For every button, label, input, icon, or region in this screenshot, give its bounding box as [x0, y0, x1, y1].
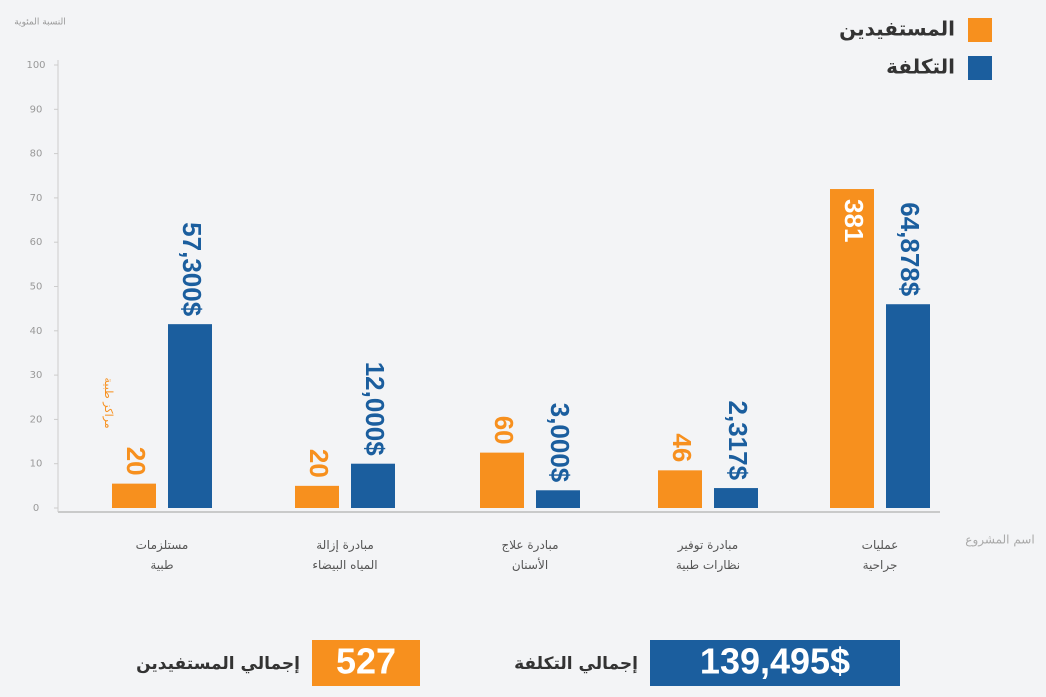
total-box [650, 640, 900, 686]
x-tick-label: مستلزمات طبية [136, 538, 189, 572]
bar [830, 189, 874, 509]
bar [886, 304, 930, 508]
y-tick-label: 10 [30, 459, 43, 470]
legend-label: المستفيدين [839, 17, 955, 41]
y-tick-label: 50 [30, 282, 43, 293]
total-label: إجمالي المستفيدين [136, 654, 300, 674]
data-label: 46 [667, 433, 697, 462]
x-tick-label: مبادرة إزالة المياه البيضاء [312, 538, 377, 572]
y-tick-label: 80 [30, 149, 43, 160]
data-label: 57,300$ [177, 222, 207, 317]
bar [112, 483, 156, 508]
bar [351, 463, 395, 508]
bar [658, 470, 702, 508]
total-value: 527 [336, 641, 396, 682]
y-tick-label: 20 [30, 414, 43, 425]
legend-label: التكلفة [886, 55, 955, 79]
y-tick-label: 60 [30, 237, 43, 248]
data-label: 381 [839, 199, 869, 242]
x-tick-label: مبادرة علاج الأسنان [501, 538, 558, 572]
data-label: 20 [121, 447, 151, 476]
total-value: 139,495$ [700, 641, 850, 682]
y-tick-label: 100 [26, 60, 45, 71]
total-label: إجمالي التكلفة [514, 654, 638, 674]
data-label: 64,878$ [895, 202, 925, 297]
x-axis-title: اسم المشروع [965, 533, 1034, 548]
bar [480, 452, 524, 508]
y-axis-title: النسبة المئوية [14, 18, 66, 28]
y-tick-label: 90 [30, 104, 43, 115]
bar [714, 488, 758, 508]
x-tick-label: عمليات جراحية [862, 538, 899, 573]
bar [168, 324, 212, 508]
bar [295, 485, 339, 508]
bar [536, 490, 580, 508]
x-tick-label: مبادرة توفير نظارات طبية [676, 538, 740, 573]
y-tick-label: 40 [30, 326, 43, 337]
data-label: 12,000$ [360, 362, 390, 457]
total-box [312, 640, 420, 686]
data-label: 60 [489, 416, 519, 445]
data-label: 20 [304, 449, 334, 478]
y-tick-label: 70 [30, 193, 43, 204]
annotation: مراكز طبية [102, 378, 115, 429]
legend-swatch [968, 56, 992, 80]
y-tick-label: 30 [30, 370, 43, 381]
data-label: 2,317$ [723, 401, 753, 481]
y-tick-label: 0 [33, 503, 39, 514]
data-label: 3,000$ [545, 403, 575, 483]
legend-swatch [968, 18, 992, 42]
